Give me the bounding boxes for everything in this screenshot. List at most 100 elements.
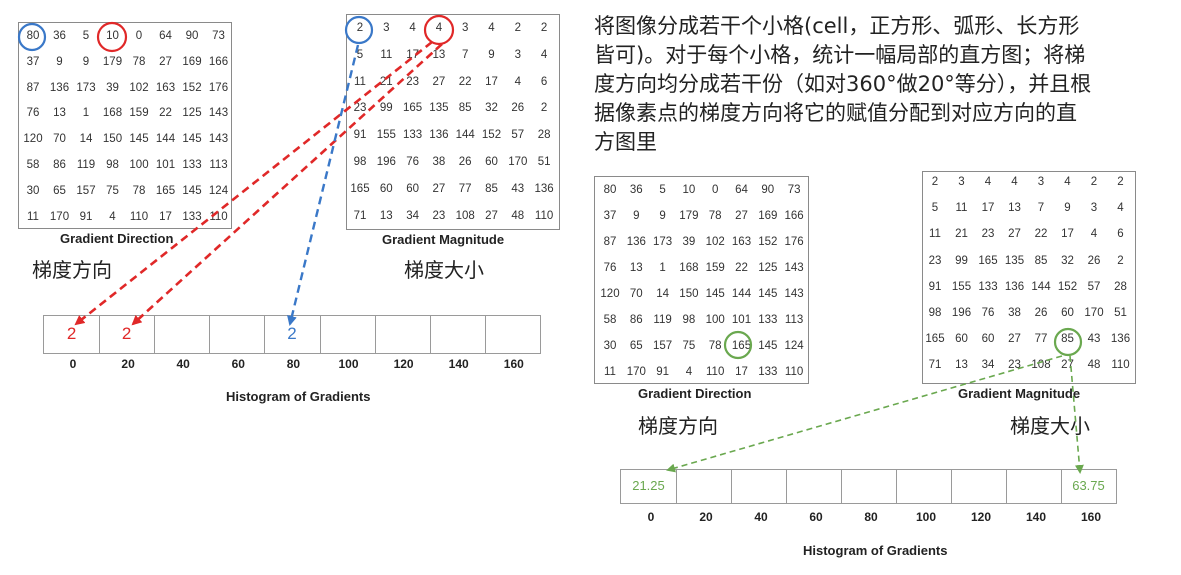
matrix-cell: 176 <box>208 81 229 94</box>
matrix-cell: 3 <box>514 48 521 61</box>
matrix-cell: 196 <box>951 307 972 319</box>
matrix-cell: 101 <box>731 314 752 326</box>
matrix-cell: 143 <box>784 262 804 274</box>
histogram-tick-label: 80 <box>286 357 301 371</box>
matrix-cell: 165 <box>350 182 370 195</box>
matrix-cell: 13 <box>432 48 446 61</box>
matrix-cell: 102 <box>705 236 725 248</box>
matrix-cell: 150 <box>102 133 123 146</box>
matrix-cell: 13 <box>53 107 66 120</box>
matrix-cell: 179 <box>679 210 699 222</box>
matrix-cell: 30 <box>26 184 40 197</box>
description-line: 皆可)。对于每个小格，统计一幅局部的直方图；将梯 <box>594 43 1086 67</box>
matrix-cell: 36 <box>629 184 643 196</box>
matrix-cell: 27 <box>432 182 446 195</box>
matrix-cell: 101 <box>155 159 176 171</box>
matrix-cell: 11 <box>929 228 941 241</box>
histogram-tick-label: 100 <box>915 510 937 524</box>
matrix-cell: 165 <box>731 340 752 352</box>
matrix-cell: 17 <box>159 210 172 223</box>
arrow-blue-to-bin-80 <box>287 44 360 326</box>
histogram-bin-value: 2 <box>287 324 297 343</box>
matrix-cell: 9 <box>1064 202 1071 215</box>
matrix-cell: 169 <box>182 55 202 68</box>
histogram-tick-label: 100 <box>338 357 359 371</box>
matrix-cell: 11 <box>354 75 366 88</box>
histogram-divider <box>731 470 732 503</box>
matrix-cell: 13 <box>1008 202 1021 215</box>
arrow-red-to-bin-20 <box>131 43 443 326</box>
matrix-cell: 11 <box>955 202 968 215</box>
matrix-cell: 163 <box>731 236 752 248</box>
matrix-cell: 60 <box>379 182 393 195</box>
description-line: 度方向均分成若干份（如对360°做20°等分），并且根 <box>594 72 1092 96</box>
histogram-tick-label: 80 <box>864 510 878 524</box>
matrix-cell: 87 <box>603 236 617 248</box>
matrix-cell: 165 <box>925 333 945 346</box>
matrix-cell: 136 <box>534 182 554 195</box>
matrix-cell: 65 <box>629 340 643 352</box>
histogram-divider <box>951 470 952 503</box>
histogram-divider <box>374 316 376 353</box>
matrix-cell: 144 <box>455 129 475 142</box>
matrix-cell: 110 <box>1111 359 1130 372</box>
matrix-cell: 5 <box>659 184 666 196</box>
matrix-cell: 14 <box>656 288 669 300</box>
matrix-cell: 133 <box>978 280 998 293</box>
matrix-cell: 100 <box>705 314 725 326</box>
histogram-divider <box>154 316 156 353</box>
matrix-cell: 86 <box>629 314 643 326</box>
histogram-bin-value: 2 <box>121 324 132 343</box>
matrix-cell: 0 <box>135 30 143 42</box>
matrix-cell: 133 <box>403 129 423 142</box>
matrix-cell: 91 <box>353 129 367 142</box>
histogram-divider <box>264 316 266 353</box>
matrix-cell: 4 <box>514 75 521 88</box>
matrix-cell: 60 <box>485 156 498 168</box>
matrix-cell: 2 <box>514 22 521 34</box>
matrix-cell: 57 <box>511 129 525 142</box>
matrix-cell: 48 <box>1087 359 1101 372</box>
matrix-cell: 135 <box>1004 254 1025 267</box>
matrix-cell: 119 <box>653 314 672 326</box>
matrix-cell: 99 <box>379 102 393 115</box>
matrix-cell: 144 <box>731 288 752 300</box>
matrix-cell: 170 <box>49 210 70 223</box>
matrix-cell: 196 <box>376 156 396 168</box>
matrix-cell: 21 <box>379 75 393 88</box>
matrix-cell: 85 <box>1061 333 1074 346</box>
matrix-cell: 26 <box>511 102 525 115</box>
matrix-cell: 100 <box>129 159 149 171</box>
matrix-cell: 157 <box>76 184 96 197</box>
gradient-magnitude-label-right: Gradient Magnitude <box>958 386 1081 401</box>
matrix-cell: 170 <box>1084 307 1104 319</box>
matrix-cell: 78 <box>132 184 146 197</box>
matrix-cell: 77 <box>458 182 472 195</box>
matrix-cell: 3 <box>1037 176 1045 188</box>
direction-cn-label-left: 梯度方向 <box>32 258 112 282</box>
matrix-cell: 51 <box>1114 307 1127 319</box>
matrix-cell: 145 <box>182 184 202 197</box>
matrix-cell: 9 <box>488 48 495 61</box>
matrix-cell: 145 <box>129 133 149 146</box>
matrix-cell: 2 <box>1090 176 1098 188</box>
matrix-cell: 143 <box>208 133 229 146</box>
matrix-cell: 3 <box>461 22 469 34</box>
histogram-bin-value: 63.75 <box>1072 478 1105 493</box>
matrix-cell: 26 <box>1034 307 1048 319</box>
matrix-cell: 108 <box>455 209 475 222</box>
matrix-cell: 27 <box>1008 228 1021 241</box>
histogram-divider <box>1006 470 1007 503</box>
description-line: 方图里 <box>594 130 657 154</box>
histogram-divider <box>1061 470 1062 503</box>
matrix-cell: 98 <box>682 314 696 326</box>
histogram-divider <box>319 316 321 353</box>
matrix-cell: 38 <box>432 156 446 168</box>
gradient-direction-grid-left: 80 36 5 10 0 64 90 73 37 9 9 179 78 27 169 166 87 136 173 3… <box>18 22 232 229</box>
matrix-cell: 166 <box>784 210 804 222</box>
matrix-cell: 152 <box>1057 280 1078 293</box>
matrix-cell: 23 <box>353 102 367 115</box>
matrix-cell: 143 <box>208 107 229 120</box>
histogram-divider <box>676 470 677 503</box>
direction-cn-label-right: 梯度方向 <box>638 414 718 438</box>
